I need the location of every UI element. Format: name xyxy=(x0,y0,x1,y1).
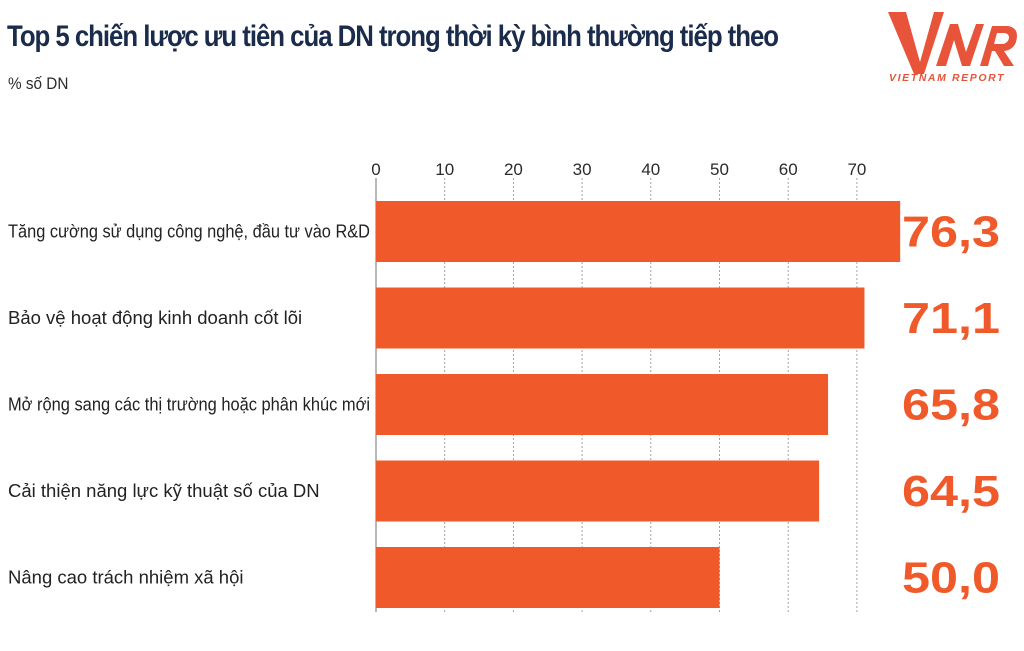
vnr-logo xyxy=(888,12,1017,74)
x-tick-label: 40 xyxy=(641,160,660,179)
value-label: 50,0 xyxy=(902,554,1000,603)
value-label: 65,8 xyxy=(902,381,1000,430)
x-tick-label: 0 xyxy=(371,160,380,179)
logo-text: VIETNAM REPORT xyxy=(889,72,1006,84)
x-tick-label: 70 xyxy=(847,160,866,179)
category-label: Tăng cường sử dụng công nghệ, đầu tư vào… xyxy=(8,221,370,242)
x-tick-label: 30 xyxy=(573,160,592,179)
x-tick-label: 10 xyxy=(435,160,454,179)
bar xyxy=(376,374,829,435)
value-label: 64,5 xyxy=(902,467,1000,516)
bar xyxy=(376,460,820,522)
chart-subtitle: % số DN xyxy=(8,74,69,93)
value-label: 71,1 xyxy=(902,294,1000,343)
bar xyxy=(376,547,720,608)
category-label: Cải thiện năng lực kỹ thuật số của DN xyxy=(8,480,320,501)
chart-title: Top 5 chiến lược ưu tiên của DN trong th… xyxy=(7,20,779,53)
category-label: Nâng cao trách nhiệm xã hội xyxy=(8,567,244,588)
x-tick-label: 50 xyxy=(710,160,729,179)
bar xyxy=(376,201,901,262)
category-label: Mở rộng sang các thị trường hoặc phân kh… xyxy=(8,394,370,415)
category-label: Bảo vệ hoạt động kinh doanh cốt lõi xyxy=(8,307,302,328)
x-tick-label: 60 xyxy=(779,160,798,179)
x-tick-label: 20 xyxy=(504,160,523,179)
value-label: 76,3 xyxy=(902,208,1000,257)
bar xyxy=(376,287,865,349)
